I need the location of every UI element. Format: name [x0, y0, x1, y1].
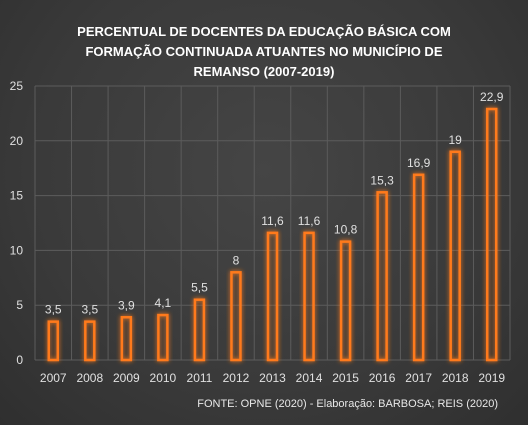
x-tick-label: 2009	[113, 371, 140, 385]
data-label-2019: 22,9	[480, 90, 504, 104]
bar-2019	[485, 107, 498, 362]
bar-2012	[230, 271, 242, 362]
x-tick-label: 2016	[369, 371, 396, 385]
x-tick-label: 2010	[150, 371, 177, 385]
data-label-2009: 3,9	[118, 298, 135, 312]
bar-2009	[120, 316, 133, 362]
data-label-2007: 3,5	[45, 303, 62, 317]
bar-2010	[157, 313, 169, 362]
bar-2018	[449, 150, 461, 362]
bar-2014	[303, 231, 315, 362]
data-label-2012: 8	[233, 253, 240, 267]
y-tick-label: 25	[10, 79, 24, 93]
data-label-2013: 11,6	[261, 214, 284, 228]
x-tick-label: 2007	[40, 371, 67, 385]
x-tick-label: 2014	[296, 371, 323, 385]
x-tick-label: 2008	[76, 371, 103, 385]
x-tick-label: 2011	[187, 371, 213, 385]
chart-title-line-3: REMANSO (2007-2019)	[193, 64, 335, 79]
data-label-2011: 5,5	[191, 281, 208, 295]
source-note: FONTE: OPNE (2020) - Elaboração: BARBOSA…	[197, 398, 498, 410]
bar-2011	[193, 298, 206, 362]
x-tick-label: 2017	[405, 371, 432, 385]
bar-2007	[47, 320, 60, 362]
x-tick-label: 2013	[259, 371, 286, 385]
data-label-2016: 15,3	[370, 173, 394, 187]
x-tick-label: 2019	[478, 371, 505, 385]
x-tick-label: 2012	[223, 371, 250, 385]
y-tick-label: 15	[10, 189, 24, 203]
bar-2015	[339, 240, 352, 362]
y-tick-label: 0	[16, 353, 23, 367]
data-label-2014: 11,6	[298, 214, 321, 228]
chart-title: PERCENTUAL DE DOCENTES DA EDUCAÇÃO BÁSIC…	[40, 22, 488, 82]
data-label-2018: 19	[449, 133, 463, 147]
data-label-2015: 10,8	[334, 223, 358, 237]
data-label-2017: 16,9	[407, 156, 431, 170]
chart-title-line-1: PERCENTUAL DE DOCENTES DA EDUCAÇÃO BÁSIC…	[77, 24, 451, 39]
bar-2008	[84, 320, 96, 362]
chart-title-line-2: FORMAÇÃO CONTINUADA ATUANTES NO MUNICÍPI…	[85, 44, 443, 59]
x-tick-label: 2015	[332, 371, 359, 385]
bar-2017	[412, 173, 425, 362]
bar-2016	[376, 191, 388, 362]
x-tick-label: 2018	[442, 371, 469, 385]
y-tick-label: 20	[10, 134, 24, 148]
data-label-2010: 4,1	[155, 296, 172, 310]
y-tick-label: 5	[16, 298, 23, 312]
data-label-2008: 3,5	[81, 303, 98, 317]
y-tick-label: 10	[10, 243, 24, 257]
bar-2013	[266, 231, 279, 362]
